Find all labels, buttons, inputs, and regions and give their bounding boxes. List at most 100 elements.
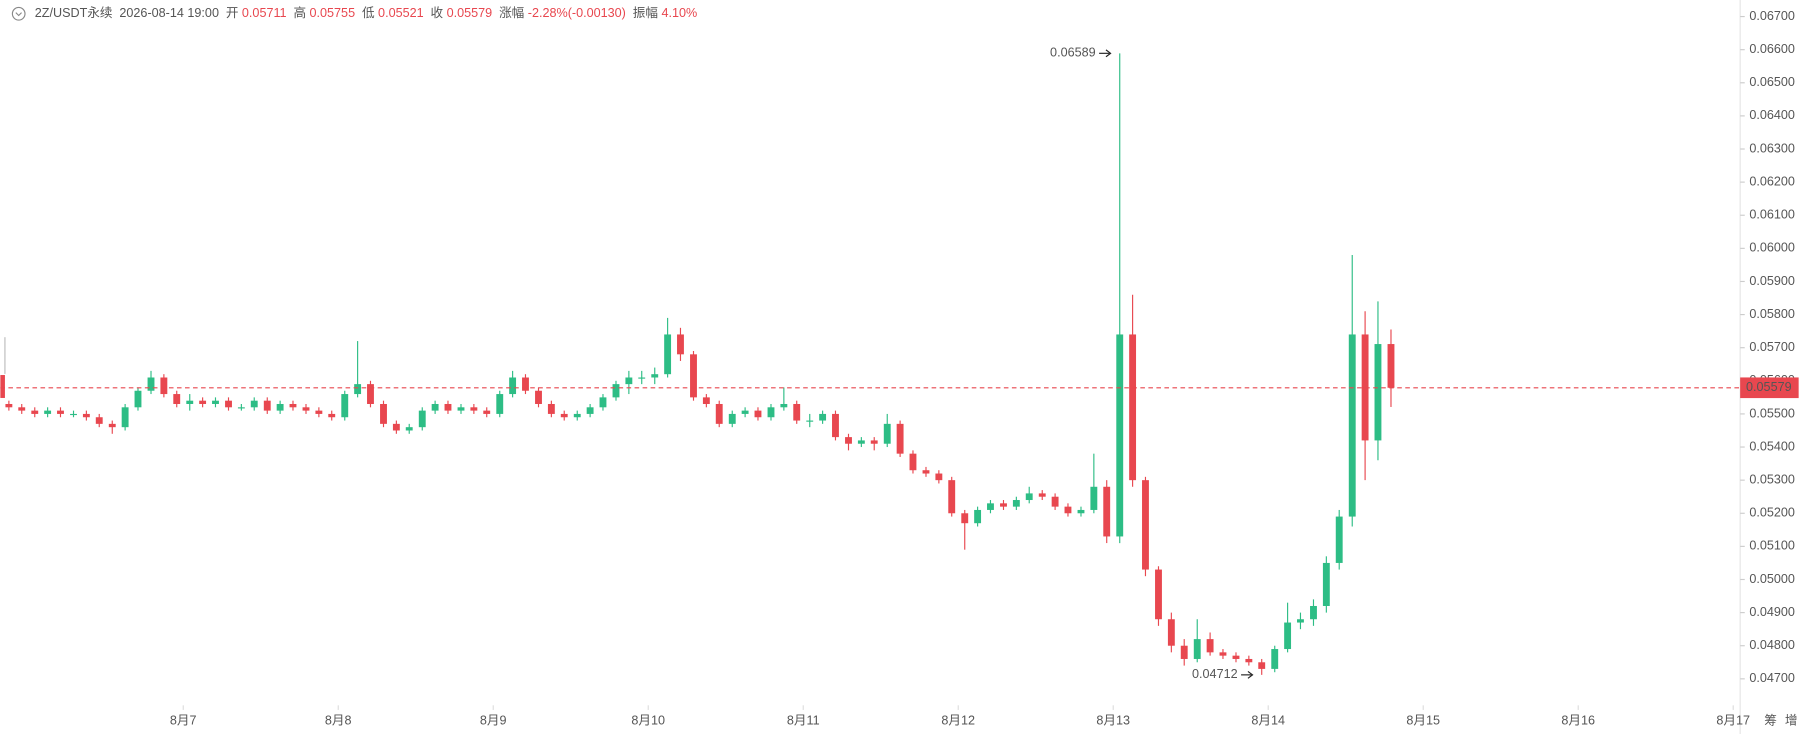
candle-body — [341, 394, 349, 418]
y-tick-label: 0.04900 — [1749, 605, 1795, 619]
collapse-icon[interactable] — [11, 6, 26, 21]
candle-body — [431, 403, 439, 411]
candle-body — [276, 403, 284, 411]
header-value: 0.05755 — [310, 6, 356, 20]
candle-body — [1232, 655, 1240, 659]
candle-body — [1064, 506, 1072, 514]
candle-body — [1038, 493, 1046, 497]
candle-body — [392, 423, 400, 431]
y-tick-label: 0.05700 — [1749, 340, 1795, 354]
candle-body — [1219, 652, 1227, 656]
candle-body — [690, 354, 697, 398]
candle-body — [819, 413, 827, 421]
y-tick-label: 0.06700 — [1749, 9, 1795, 23]
x-tick-label: 8月8 — [325, 714, 352, 728]
candle-body — [599, 397, 607, 408]
candle-body — [1142, 480, 1149, 570]
candle-body — [237, 407, 245, 409]
candle-body — [380, 403, 387, 424]
header-label: 振幅 — [633, 6, 658, 20]
candle-body — [470, 407, 478, 411]
y-tick-label: 0.06600 — [1749, 42, 1795, 56]
y-tick-label: 0.05300 — [1749, 472, 1795, 486]
header-value: 0.05579 — [447, 6, 493, 20]
annotation-arrowhead — [1105, 49, 1112, 58]
candle-body — [418, 410, 426, 428]
header-value: 0.05711 — [242, 6, 287, 20]
candle-body — [121, 407, 129, 428]
candle-body — [18, 407, 26, 411]
candle-body — [987, 503, 994, 510]
candle-body — [935, 473, 943, 481]
x-tick-label: 8月10 — [631, 714, 665, 728]
candle-body — [405, 427, 413, 431]
candle-body — [1193, 639, 1201, 659]
annotation: 0.06589 — [1050, 46, 1096, 60]
candle-body — [1322, 562, 1330, 606]
candle-body — [560, 413, 568, 418]
candle-body — [1167, 619, 1175, 646]
candle-body — [793, 403, 801, 421]
candle-body — [82, 413, 90, 418]
candle-body — [57, 410, 64, 414]
header-value: 4.10% — [661, 6, 697, 20]
candle-body — [806, 420, 814, 422]
candle-body — [651, 374, 659, 378]
candle-body — [1000, 503, 1007, 507]
x-tick-label: 8月9 — [480, 714, 507, 728]
candle-body — [586, 407, 594, 414]
header-label: 收 — [431, 6, 444, 20]
candle-body — [896, 423, 904, 454]
x-tick-label: 8月15 — [1406, 714, 1440, 728]
candle-body — [1180, 645, 1188, 659]
candle-body — [186, 400, 194, 404]
candle-body — [44, 410, 52, 414]
candle-body — [845, 437, 852, 444]
header-value: 0.05521 — [378, 6, 424, 20]
symbol: 2Z/USDT永续 — [35, 6, 113, 20]
candle-body — [754, 410, 762, 418]
y-tick-label: 0.06200 — [1749, 174, 1795, 188]
header-label: 低 — [362, 6, 375, 20]
candle-body — [302, 407, 310, 411]
x-tick-label: 8月13 — [1096, 714, 1130, 728]
y-tick-label: 0.06400 — [1749, 108, 1795, 122]
x-tick-label: 8月12 — [941, 714, 975, 728]
candle-body — [147, 377, 155, 391]
candle-body — [250, 400, 258, 408]
toolbar-button[interactable]: 增 — [1785, 714, 1798, 728]
y-tick-label: 0.06100 — [1749, 208, 1795, 222]
toolbar-button[interactable]: 筹 — [1764, 713, 1777, 728]
header-label: 高 — [293, 5, 306, 20]
candle-body — [1387, 344, 1395, 388]
y-tick-label: 0.05200 — [1749, 506, 1795, 520]
candle-body — [1025, 493, 1033, 501]
candle-body — [1297, 619, 1304, 623]
candle-body — [625, 377, 633, 385]
last-price-tag — [1740, 377, 1799, 399]
candle-body — [1245, 658, 1253, 663]
candle-body — [961, 513, 969, 524]
candle-body — [741, 410, 749, 414]
candle-body — [1348, 334, 1356, 517]
candle-body — [677, 334, 684, 355]
left-price-tab — [0, 375, 5, 398]
candle-body — [535, 390, 542, 404]
header-label: 涨幅 — [499, 6, 524, 20]
candle-body — [974, 509, 982, 524]
candle-body — [5, 403, 13, 408]
candle-body — [612, 384, 620, 398]
candle-body — [1116, 334, 1124, 537]
candle-body — [496, 394, 504, 414]
y-tick-label: 0.04800 — [1749, 638, 1795, 652]
candle-body — [1155, 569, 1162, 620]
candle-body — [728, 413, 736, 424]
candle-body — [354, 384, 362, 395]
x-tick-label: 8月7 — [170, 714, 197, 728]
candle-body — [702, 397, 710, 404]
header-label: 开 — [226, 6, 239, 20]
candle-body — [767, 407, 775, 418]
x-tick-label: 8月11 — [787, 714, 820, 728]
